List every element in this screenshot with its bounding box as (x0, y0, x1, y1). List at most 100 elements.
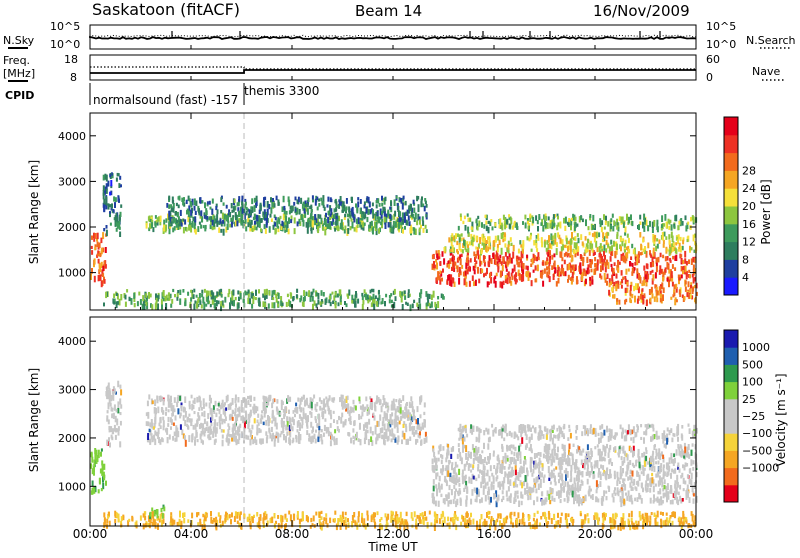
data-cell (227, 395, 229, 402)
data-cell (272, 414, 274, 419)
data-cell (576, 425, 578, 430)
data-cell (471, 226, 473, 230)
data-cell (600, 474, 602, 480)
data-cell (318, 416, 320, 420)
noise-panel: N.Sky 10^5 10^0 10^5 10^0 N.Search (3, 20, 796, 51)
data-cell (474, 487, 476, 491)
data-cell (659, 286, 661, 291)
data-cell (220, 229, 222, 233)
data-cell (549, 243, 551, 248)
data-cell (570, 277, 572, 281)
data-cell (99, 266, 101, 272)
data-cell (556, 248, 558, 255)
data-cell (425, 432, 427, 437)
data-cell (408, 417, 410, 420)
data-cell (214, 439, 216, 445)
data-cell (589, 214, 591, 218)
data-cell (264, 412, 266, 418)
data-cell (458, 477, 460, 482)
data-cell (616, 234, 618, 239)
data-cell (506, 491, 508, 497)
data-cell (425, 214, 427, 218)
data-cell (170, 396, 172, 402)
data-cell (453, 485, 455, 489)
data-cell (413, 200, 415, 205)
data-cell (646, 476, 648, 480)
data-cell (327, 406, 329, 411)
data-cell (655, 484, 657, 487)
data-cell (388, 436, 390, 441)
data-cell (670, 260, 672, 263)
data-cell (227, 221, 229, 224)
data-cell (303, 290, 305, 296)
data-cell (592, 494, 594, 500)
data-cell (300, 198, 302, 204)
data-cell (481, 234, 483, 239)
data-cell (394, 434, 396, 438)
data-cell (176, 220, 178, 224)
data-cell (614, 294, 616, 299)
data-cell (160, 396, 162, 403)
data-cell (482, 479, 484, 484)
data-cell (677, 463, 679, 468)
data-cell (641, 498, 643, 504)
data-cell (280, 296, 282, 300)
data-cell (630, 437, 632, 440)
data-cell (567, 437, 569, 441)
data-cell (622, 462, 624, 465)
data-cell (391, 419, 393, 425)
data-cell (402, 414, 404, 419)
data-cell (172, 436, 174, 441)
data-cell (254, 406, 256, 412)
data-cell (522, 244, 524, 250)
data-cell (685, 266, 687, 273)
data-cell (439, 476, 441, 482)
data-cell (628, 268, 630, 271)
data-cell (371, 221, 373, 226)
data-cell (559, 251, 561, 257)
data-cell (100, 452, 102, 457)
data-cell (134, 303, 136, 307)
data-cell (637, 472, 639, 477)
data-cell (214, 296, 216, 302)
data-cell (190, 202, 192, 207)
data-cell (378, 290, 380, 295)
data-cell (332, 292, 334, 295)
data-cell (466, 489, 468, 494)
data-cell (488, 459, 490, 464)
data-cell (371, 398, 373, 402)
data-cell (451, 233, 453, 237)
data-cell (508, 486, 510, 491)
data-cell (621, 456, 623, 460)
data-cell (506, 220, 508, 225)
data-cell (627, 454, 629, 460)
data-cell (216, 422, 218, 426)
data-cell (668, 226, 670, 230)
data-cell (482, 471, 484, 475)
data-cell (541, 491, 543, 496)
data-cell (589, 281, 591, 284)
data-cell (316, 292, 318, 296)
data-cell (611, 264, 613, 267)
data-cell (627, 467, 629, 470)
data-cell (213, 410, 215, 414)
data-cell (355, 291, 357, 297)
data-cell (231, 295, 233, 301)
data-cell (251, 425, 253, 430)
data-cell (187, 209, 189, 213)
data-cell (539, 458, 541, 465)
data-cell (218, 227, 220, 233)
data-cell (274, 440, 276, 447)
data-cell (690, 217, 692, 222)
data-cell (156, 396, 158, 401)
data-cell (449, 258, 451, 264)
data-cell (427, 294, 429, 300)
data-cell (404, 407, 406, 411)
data-cell (536, 497, 538, 502)
data-cell (675, 215, 677, 222)
data-cell (548, 268, 550, 275)
data-cell (355, 203, 357, 207)
data-cell (533, 240, 535, 245)
data-cell (187, 292, 189, 296)
